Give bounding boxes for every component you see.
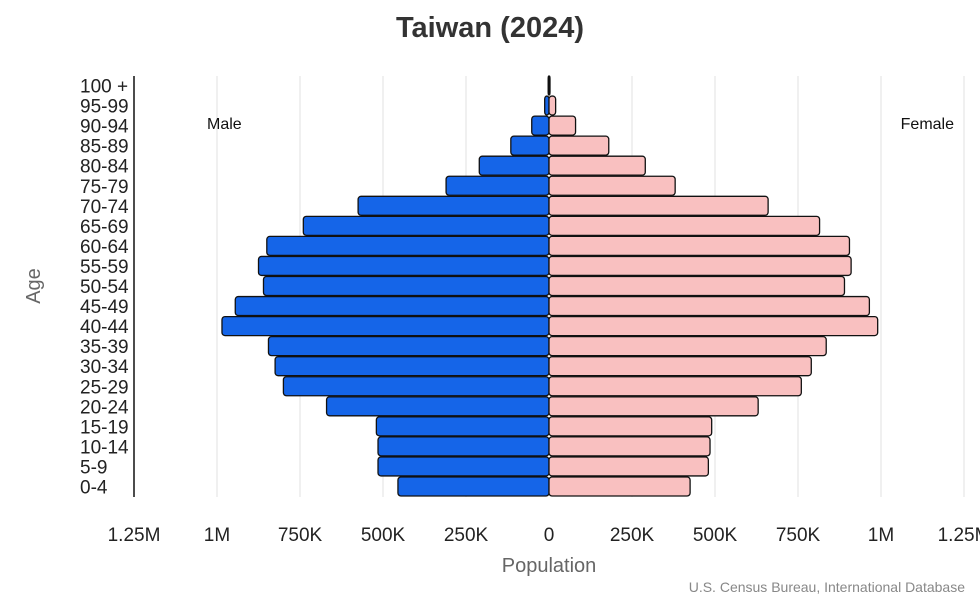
female-bar-95-99 xyxy=(548,95,557,116)
female-bar-45-49 xyxy=(548,295,871,317)
female-bar-75-79 xyxy=(548,175,676,196)
male-bar-0-4 xyxy=(397,476,550,497)
tick-labels: 0-45-910-1415-1920-2425-2930-3435-3940-4… xyxy=(80,77,980,547)
male-bar-20-24 xyxy=(325,396,550,417)
x-axis-title: Population xyxy=(502,555,597,577)
female-label: Female xyxy=(901,116,954,133)
female-bar-90-94 xyxy=(548,115,577,136)
y-tick-label: 75-79 xyxy=(80,177,129,198)
x-tick-label: 1M xyxy=(868,525,894,546)
female-bar-60-64 xyxy=(548,235,851,257)
male-bar-60-64 xyxy=(266,235,550,257)
y-tick-label: 10-14 xyxy=(80,437,129,458)
female-bar-30-34 xyxy=(548,356,812,377)
x-tick-label: 1M xyxy=(204,525,230,546)
y-tick-label: 65-69 xyxy=(80,217,129,238)
male-bar-35-39 xyxy=(267,335,550,357)
y-tick-label: 35-39 xyxy=(80,337,129,358)
female-bar-80-84 xyxy=(548,155,646,176)
female-bar-25-29 xyxy=(548,376,802,397)
male-label: Male xyxy=(207,116,242,133)
female-bar-100+ xyxy=(548,75,551,96)
y-tick-label: 55-59 xyxy=(80,257,129,278)
x-tick-label: 750K xyxy=(776,525,821,546)
y-tick-label: 30-34 xyxy=(80,357,129,378)
bars xyxy=(221,75,879,497)
chart-title: Taiwan (2024) xyxy=(395,12,585,44)
y-tick-label: 60-64 xyxy=(80,237,129,258)
y-tick-label: 85-89 xyxy=(80,137,129,158)
y-tick-label: 40-44 xyxy=(80,317,129,338)
x-tick-label: 500K xyxy=(361,525,406,546)
female-bar-20-24 xyxy=(548,396,759,417)
male-bar-15-19 xyxy=(375,416,550,437)
y-tick-label: 50-54 xyxy=(80,277,129,298)
x-tick-label: 250K xyxy=(610,525,655,546)
male-bar-10-14 xyxy=(377,436,550,457)
y-tick-label: 20-24 xyxy=(80,397,129,418)
x-tick-label: 500K xyxy=(693,525,738,546)
x-tick-label: 1.25M xyxy=(938,525,980,546)
female-bar-35-39 xyxy=(548,335,827,357)
male-bar-5-9 xyxy=(377,456,550,477)
male-bar-75-79 xyxy=(445,175,550,196)
male-bar-55-59 xyxy=(257,255,550,277)
female-bar-85-89 xyxy=(548,135,610,156)
y-tick-label: 5-9 xyxy=(80,457,107,478)
y-tick-label: 100 + xyxy=(80,77,128,98)
y-tick-label: 70-74 xyxy=(80,197,129,218)
y-tick-label: 25-29 xyxy=(80,377,129,398)
male-bar-30-34 xyxy=(274,356,550,377)
male-bar-40-44 xyxy=(221,315,550,337)
male-bar-45-49 xyxy=(234,295,550,317)
y-tick-label: 0-4 xyxy=(80,478,108,499)
x-tick-label: 750K xyxy=(278,525,323,546)
y-tick-label: 45-49 xyxy=(80,297,129,318)
male-bar-80-84 xyxy=(478,155,550,176)
male-bar-65-69 xyxy=(302,215,550,237)
female-bar-0-4 xyxy=(548,476,691,497)
x-tick-label: 250K xyxy=(444,525,489,546)
female-bar-50-54 xyxy=(548,275,846,297)
male-bar-90-94 xyxy=(531,115,550,136)
female-bar-15-19 xyxy=(548,416,713,437)
x-tick-label: 0 xyxy=(544,525,555,546)
y-tick-label: 90-94 xyxy=(80,117,129,138)
x-tick-label: 1.25M xyxy=(108,525,161,546)
female-bar-40-44 xyxy=(548,315,879,337)
female-bar-10-14 xyxy=(548,436,711,457)
male-bar-50-54 xyxy=(262,275,550,297)
female-bar-55-59 xyxy=(548,255,852,277)
source-note: U.S. Census Bureau, International Databa… xyxy=(689,579,965,595)
y-axis-title: Age xyxy=(23,268,45,304)
male-bar-25-29 xyxy=(282,376,550,397)
female-bar-70-74 xyxy=(548,195,769,216)
male-bar-70-74 xyxy=(357,195,550,216)
y-tick-label: 80-84 xyxy=(80,157,129,178)
y-tick-label: 95-99 xyxy=(80,97,129,118)
female-bar-65-69 xyxy=(548,215,821,237)
female-bar-5-9 xyxy=(548,456,710,477)
male-bar-85-89 xyxy=(510,135,550,156)
y-tick-label: 15-19 xyxy=(80,417,129,438)
